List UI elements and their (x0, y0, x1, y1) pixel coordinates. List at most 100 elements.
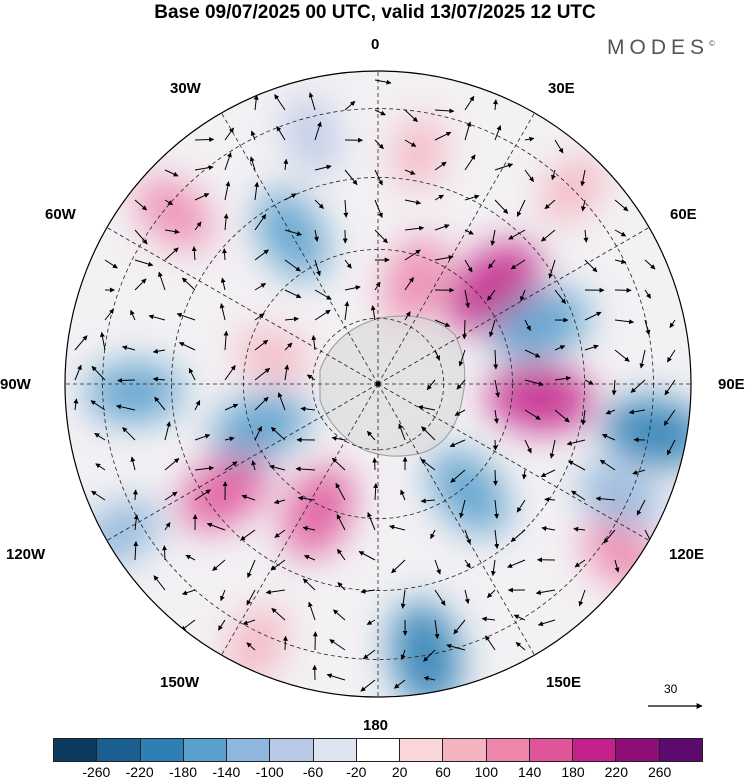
colorbar-tick-label: -140 (212, 764, 241, 780)
wind-vector (537, 619, 556, 627)
wind-vector (417, 405, 436, 411)
colorbar-bin (616, 739, 660, 761)
wind-vector (254, 213, 267, 231)
wind-vector (326, 673, 346, 681)
colorbar-bin (227, 739, 271, 761)
colorbar-bin (529, 739, 574, 761)
wind-vector (302, 525, 316, 531)
wind-vector (458, 349, 466, 367)
wind-vector (337, 582, 346, 591)
map-boundary (64, 70, 692, 698)
modes-logo: MODES© (607, 36, 715, 60)
wind-vector (520, 289, 526, 302)
lon-label-150e: 150E (546, 674, 582, 691)
wind-vector (246, 642, 256, 651)
wind-vector (524, 349, 541, 358)
wind-vector (176, 312, 196, 321)
wind-vector (314, 199, 324, 209)
wind-vector (487, 589, 496, 598)
wind-vector (464, 559, 471, 569)
anomaly-blob (180, 453, 269, 530)
wind-vector (611, 379, 617, 396)
colorbar-tick-label: 260 (647, 764, 672, 780)
wind-vector (254, 396, 269, 411)
wind-vector (400, 489, 406, 501)
wind-vector (636, 499, 646, 516)
wind-vector (284, 289, 302, 299)
wind-vector (666, 349, 676, 363)
latitude-circle (102, 108, 654, 660)
wind-vector (404, 225, 425, 231)
wind-vector (420, 498, 436, 504)
wind-vector (164, 458, 180, 471)
wind-vector (464, 194, 480, 201)
wind-vector (488, 319, 496, 338)
wind-vector (434, 255, 454, 261)
wind-vector (372, 457, 378, 471)
wind-vector (265, 589, 286, 595)
vector-scale-value: 30 (664, 682, 678, 696)
wind-vector (282, 635, 288, 651)
wind-vector (404, 311, 411, 321)
wind-vector (223, 213, 229, 231)
wind-vector (270, 426, 286, 441)
anomaly-blob (284, 97, 339, 175)
wind-vector (430, 529, 436, 540)
wind-vector (95, 463, 106, 471)
wind-vector (541, 229, 556, 242)
wind-vector (164, 491, 178, 501)
anomaly-blob (394, 115, 444, 190)
wind-vector (434, 194, 444, 201)
wind-vector (116, 404, 136, 411)
wind-vector (254, 249, 269, 261)
wind-vector (461, 319, 467, 340)
wind-vector (367, 512, 376, 531)
lon-label-180: 180 (363, 717, 389, 734)
wind-vector (374, 79, 392, 85)
wind-vector (548, 259, 556, 279)
wind-vector (490, 229, 496, 246)
wind-vector (404, 276, 414, 291)
wind-vector (303, 555, 316, 561)
wind-vector (164, 522, 171, 531)
wind-vector (153, 575, 166, 591)
colorbar-tick-label: 20 (391, 764, 408, 780)
wind-vector (333, 609, 346, 621)
wind-vector (360, 588, 376, 594)
wind-vector (524, 409, 541, 420)
wind-vector (308, 92, 316, 111)
wind-vector (404, 139, 417, 147)
wind-vector (181, 589, 196, 596)
colorbar-tick-label: 60 (435, 764, 451, 780)
wind-vector (605, 409, 616, 415)
anomaly-field (79, 97, 691, 697)
wind-vector (540, 469, 556, 478)
wind-vector (284, 259, 301, 272)
wind-vector (464, 95, 475, 111)
wind-vector (90, 400, 106, 411)
wind-vector (434, 131, 452, 141)
wind-vector (513, 614, 526, 621)
wind-vector (549, 439, 556, 459)
wind-vector (464, 289, 471, 309)
colorbar-bin (270, 739, 314, 761)
wind-vector (494, 199, 509, 214)
wind-vector (541, 526, 556, 532)
wind-vector (335, 482, 346, 501)
anomaly-blob (428, 449, 509, 535)
wind-vector (164, 199, 174, 206)
wind-vector (508, 229, 526, 240)
wind-vectors (73, 79, 676, 692)
colorbar-tick-label: -60 (302, 764, 324, 780)
wind-vector (224, 461, 238, 471)
wind-vector (284, 316, 299, 322)
colorbar-tick-label: 180 (561, 764, 585, 780)
wind-vector (420, 458, 436, 471)
wind-vector (158, 271, 166, 291)
wind-vector (574, 559, 586, 568)
wind-vector (544, 199, 556, 210)
wind-vector (194, 489, 211, 501)
wind-vector (494, 125, 502, 141)
wind-vector (191, 246, 197, 261)
wind-vector (219, 303, 226, 321)
